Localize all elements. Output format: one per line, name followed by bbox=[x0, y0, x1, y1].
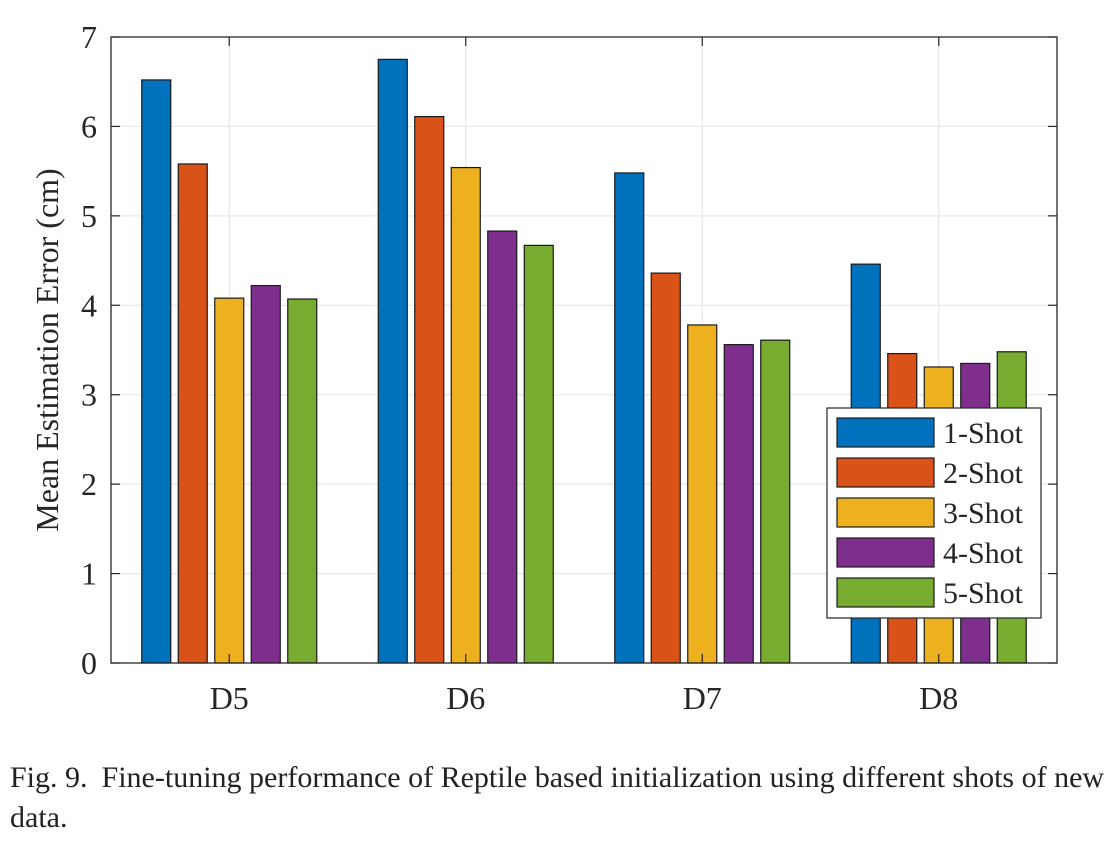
y-tick-label: 6 bbox=[81, 108, 97, 144]
bar bbox=[414, 115, 445, 664]
legend-swatch bbox=[836, 497, 935, 528]
bar bbox=[287, 298, 318, 664]
y-tick-label: 0 bbox=[81, 645, 97, 681]
y-tick-label: 2 bbox=[81, 466, 97, 502]
y-tick-label: 3 bbox=[81, 377, 97, 413]
legend-label: 4-Shot bbox=[943, 537, 1024, 570]
y-tick-label: 5 bbox=[81, 198, 97, 234]
caption-text: Fine-tuning performance of Reptile based… bbox=[10, 761, 1105, 834]
y-tick-label: 1 bbox=[81, 556, 97, 592]
bar bbox=[450, 166, 481, 664]
bar bbox=[723, 344, 754, 664]
bar bbox=[214, 297, 245, 664]
bar bbox=[523, 244, 554, 664]
x-tick-label: D7 bbox=[683, 680, 722, 716]
bar bbox=[177, 163, 208, 664]
legend-label: 3-Shot bbox=[943, 497, 1024, 530]
bar bbox=[377, 58, 408, 664]
x-tick-label: D5 bbox=[210, 680, 249, 716]
legend-swatch bbox=[836, 417, 935, 448]
bar bbox=[760, 339, 791, 664]
legend-label: 1-Shot bbox=[943, 417, 1024, 450]
bar-chart: 0 1 2 3 4 5 6 7 D5 D6 D7 D8 Mean Estimation Error (c… bbox=[29, 19, 1058, 716]
bar bbox=[614, 172, 645, 664]
legend-swatch bbox=[836, 537, 935, 568]
y-axis-label: Mean Estimation Error (cm) bbox=[29, 168, 65, 531]
legend-swatch bbox=[836, 577, 935, 608]
legend-label: 5-Shot bbox=[943, 577, 1024, 610]
y-tick-label: 4 bbox=[81, 287, 97, 323]
plot-frame bbox=[110, 36, 1058, 664]
legend-swatch bbox=[836, 457, 935, 488]
legend-label: 2-Shot bbox=[943, 457, 1024, 490]
bar bbox=[687, 324, 718, 664]
figure-caption: Fig. 9. Fine-tuning performance of Reptil… bbox=[10, 758, 1108, 838]
caption-label: Fig. 9. bbox=[10, 761, 88, 794]
bar bbox=[487, 230, 518, 664]
x-tick-label: D6 bbox=[446, 680, 485, 716]
bar bbox=[250, 285, 281, 664]
bar bbox=[650, 272, 681, 664]
bar bbox=[141, 79, 172, 664]
y-tick-label: 7 bbox=[81, 19, 97, 55]
x-tick-label: D8 bbox=[919, 680, 958, 716]
